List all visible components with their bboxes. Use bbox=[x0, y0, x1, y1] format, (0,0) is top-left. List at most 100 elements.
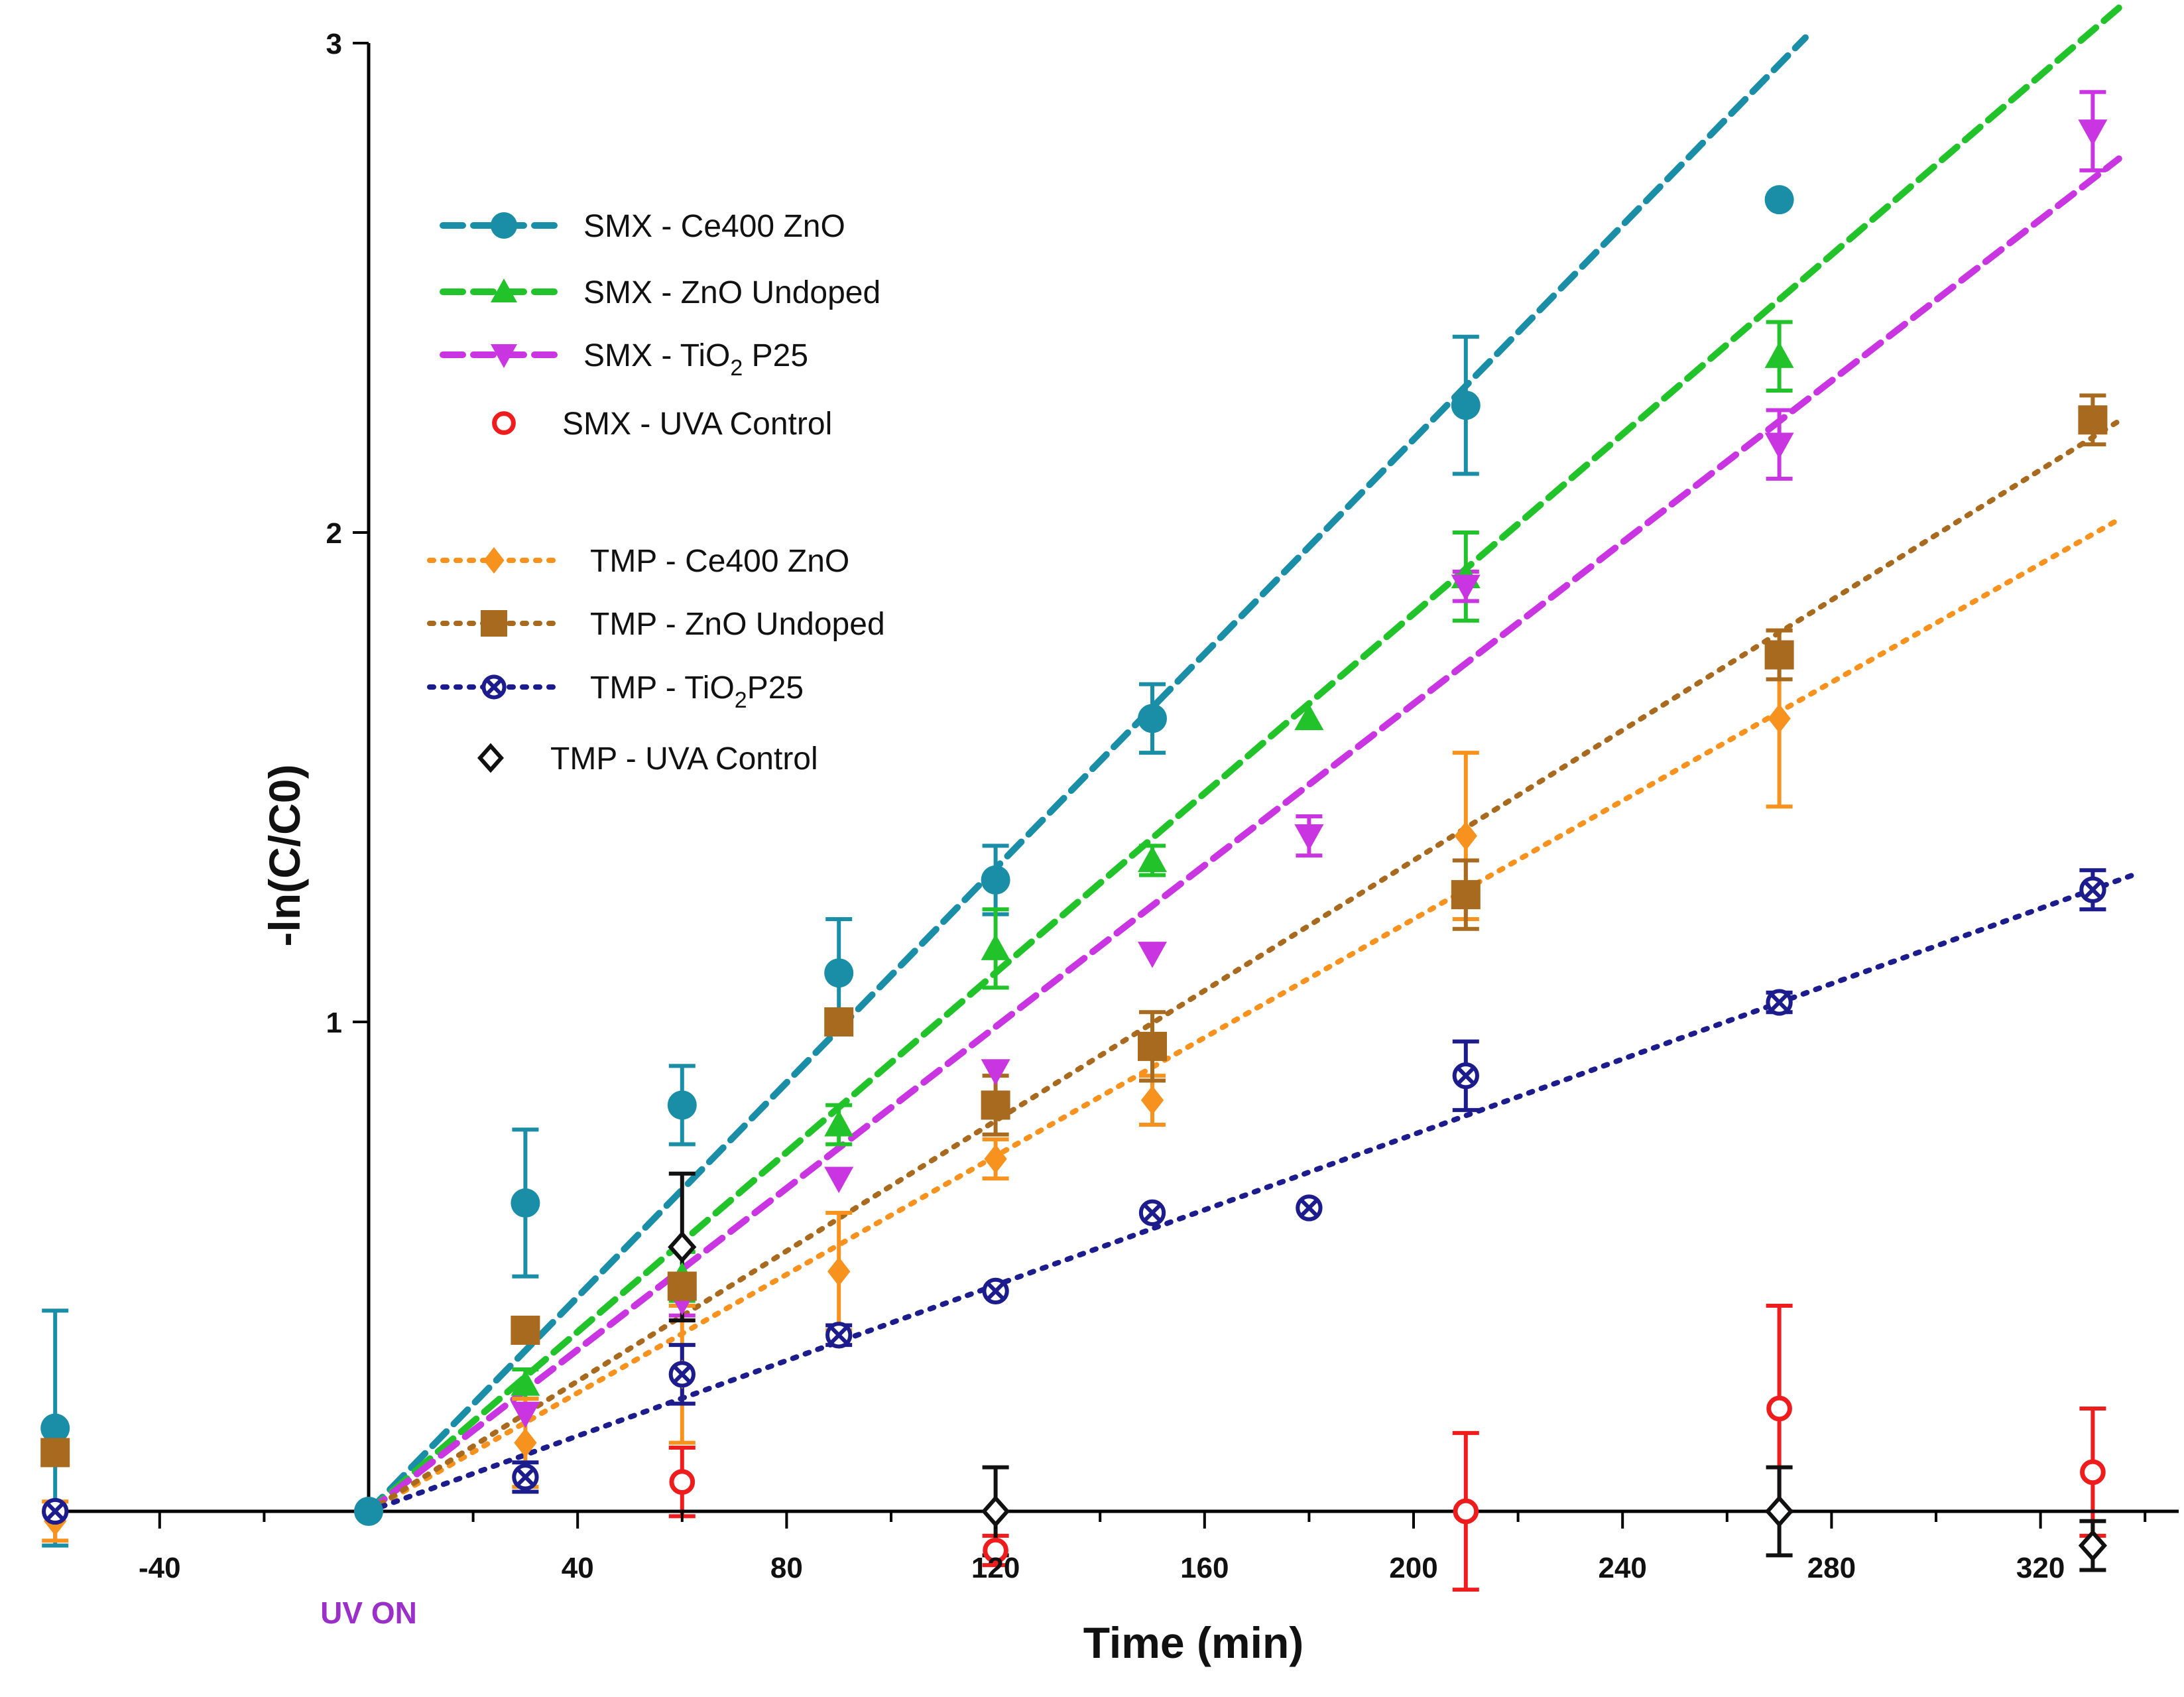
legend-label: SMX - Ce400 ZnO bbox=[583, 209, 845, 244]
marker-cross bbox=[1300, 1198, 1318, 1217]
data-point-smx-zno-undoped bbox=[1294, 704, 1324, 731]
legend-label: TMP - UVA Control bbox=[550, 741, 818, 777]
y-tick-label: 3 bbox=[326, 28, 342, 60]
marker-shape bbox=[824, 1109, 854, 1137]
data-point-smx-ce400-zno bbox=[1451, 391, 1481, 420]
data-point-smx-uva-control bbox=[2080, 1459, 2106, 1485]
marker-cross bbox=[673, 1365, 692, 1383]
marker-shape bbox=[2080, 1459, 2106, 1485]
legend-entry-tmp-tio2p25: TMP - TiO2P25 bbox=[427, 670, 804, 713]
data-point-smx-zno-undoped bbox=[1764, 342, 1794, 368]
marker-shape bbox=[514, 1428, 537, 1458]
data-point-smx-ce400-zno bbox=[1138, 704, 1167, 733]
marker-shape bbox=[492, 411, 516, 435]
marker-shape bbox=[491, 279, 517, 302]
y-axis-title: -ln(C/C0) bbox=[260, 765, 309, 947]
data-point-tmp-tio2p25 bbox=[982, 1277, 1009, 1305]
legend-label-main: TMP - UVA Control bbox=[550, 741, 818, 777]
marker-cross bbox=[1770, 993, 1789, 1011]
data-point-tmp-tio2p25 bbox=[1296, 1194, 1323, 1222]
data-point-smx-tio2-p25 bbox=[1451, 574, 1481, 601]
marker-shape bbox=[2078, 119, 2108, 146]
data-point-smx-uva-control bbox=[1766, 1395, 1792, 1422]
marker-shape bbox=[477, 743, 505, 773]
legend-label-main: SMX - ZnO Undoped bbox=[583, 275, 880, 310]
marker-shape bbox=[1453, 1498, 1479, 1525]
marker-shape bbox=[40, 1438, 70, 1468]
legend-label: SMX - ZnO Undoped bbox=[583, 275, 880, 310]
marker-shape bbox=[1138, 942, 1167, 968]
data-point-smx-tio2-p25 bbox=[1294, 824, 1324, 851]
marker-shape bbox=[1768, 704, 1791, 733]
legend-entry-tmp-zno-undoped: TMP - ZnO Undoped bbox=[427, 607, 885, 642]
legend-entry-smx-zno-undoped: SMX - ZnO Undoped bbox=[440, 275, 880, 310]
data-point-tmp-tio2p25 bbox=[1766, 989, 1793, 1016]
legend-marker bbox=[491, 279, 517, 302]
marker-cross bbox=[1457, 1066, 1475, 1085]
data-point-smx-tio2-p25 bbox=[1764, 432, 1794, 460]
marker-shape bbox=[981, 1059, 1010, 1086]
marker-shape bbox=[1138, 704, 1167, 733]
marker-shape bbox=[983, 1537, 1008, 1564]
data-point-tmp-ce400-zno bbox=[1454, 821, 1477, 851]
data-point-tmp-zno-undoped bbox=[824, 1007, 854, 1037]
x-tick-label: 280 bbox=[1807, 1552, 1856, 1584]
data-point-smx-zno-undoped bbox=[824, 1109, 854, 1137]
legend-label-subscript: 2 bbox=[730, 355, 743, 381]
legend-label: TMP - TiO2P25 bbox=[590, 670, 804, 713]
legend-marker bbox=[481, 674, 507, 700]
marker-shape bbox=[824, 1166, 854, 1194]
fit-line-smx-zno-undoped bbox=[365, 4, 2122, 1515]
marker-cross bbox=[485, 678, 503, 696]
data-point-tmp-ce400-zno bbox=[1768, 704, 1791, 733]
marker-shape bbox=[511, 1315, 540, 1345]
data-point-smx-tio2-p25 bbox=[824, 1166, 854, 1194]
data-point-smx-tio2-p25 bbox=[1138, 942, 1167, 968]
data-point-tmp-zno-undoped bbox=[2078, 405, 2108, 435]
fit-line-smx-tio2-p25 bbox=[365, 155, 2122, 1515]
legend-entry-smx-tio2-p25: SMX - TiO2 P25 bbox=[440, 338, 808, 381]
x-tick-label: 80 bbox=[770, 1552, 803, 1584]
data-point-tmp-zno-undoped bbox=[511, 1315, 540, 1345]
uv-on-annotation: UV ON bbox=[320, 1596, 417, 1630]
legend-entry-smx-uva-control: SMX - UVA Control bbox=[492, 407, 832, 442]
data-point-tmp-tio2p25 bbox=[1138, 1199, 1166, 1226]
marker-shape bbox=[1764, 185, 1794, 215]
data-point-smx-uva-control bbox=[1453, 1498, 1479, 1525]
marker-shape bbox=[511, 1401, 540, 1428]
x-tick-label: 320 bbox=[2016, 1552, 2065, 1584]
data-point-tmp-uva-control bbox=[668, 1231, 697, 1263]
x-tick-label: 40 bbox=[562, 1552, 594, 1584]
fit-line-tmp-tio2p25 bbox=[366, 871, 2138, 1514]
fit-line-tmp-zno-undoped bbox=[366, 418, 2122, 1514]
legend-entry-tmp-uva-control: TMP - UVA Control bbox=[477, 741, 818, 777]
legend-label-main: SMX - UVA Control bbox=[562, 407, 832, 442]
tick-labels: -40 40 80 120 160 200 240 280 320 1 2 3 bbox=[139, 28, 2065, 1584]
data-point-smx-tio2-p25 bbox=[2078, 119, 2108, 146]
data-point-smx-ce400-zno bbox=[981, 865, 1010, 895]
x-axis-title: Time (min) bbox=[1083, 1618, 1304, 1667]
legend-label-suffix: P25 bbox=[743, 338, 808, 373]
marker-shape bbox=[2078, 405, 2108, 435]
x-tick-label: 200 bbox=[1389, 1552, 1437, 1584]
marker-shape bbox=[491, 212, 517, 239]
data-point-tmp-ce400-zno bbox=[984, 1144, 1007, 1174]
y-tick-label: 1 bbox=[326, 1007, 342, 1039]
axes bbox=[48, 42, 2179, 1529]
data-point-tmp-zno-undoped bbox=[667, 1271, 697, 1301]
marker-shape bbox=[667, 1271, 697, 1301]
marker-shape bbox=[1451, 880, 1481, 910]
data-point-tmp-uva-control bbox=[2078, 1529, 2108, 1562]
marker-shape bbox=[1294, 824, 1324, 851]
marker-shape bbox=[1454, 821, 1477, 851]
x-tick-label: -40 bbox=[139, 1552, 181, 1584]
marker-shape bbox=[1764, 432, 1794, 460]
marker-shape bbox=[1294, 704, 1324, 731]
legend-label: TMP - Ce400 ZnO bbox=[590, 544, 849, 579]
data-point-tmp-uva-control bbox=[1764, 1495, 1794, 1528]
data-point-tmp-ce400-zno bbox=[1140, 1086, 1164, 1115]
marker-shape bbox=[667, 1090, 697, 1120]
data-point-tmp-ce400-zno bbox=[514, 1428, 537, 1458]
